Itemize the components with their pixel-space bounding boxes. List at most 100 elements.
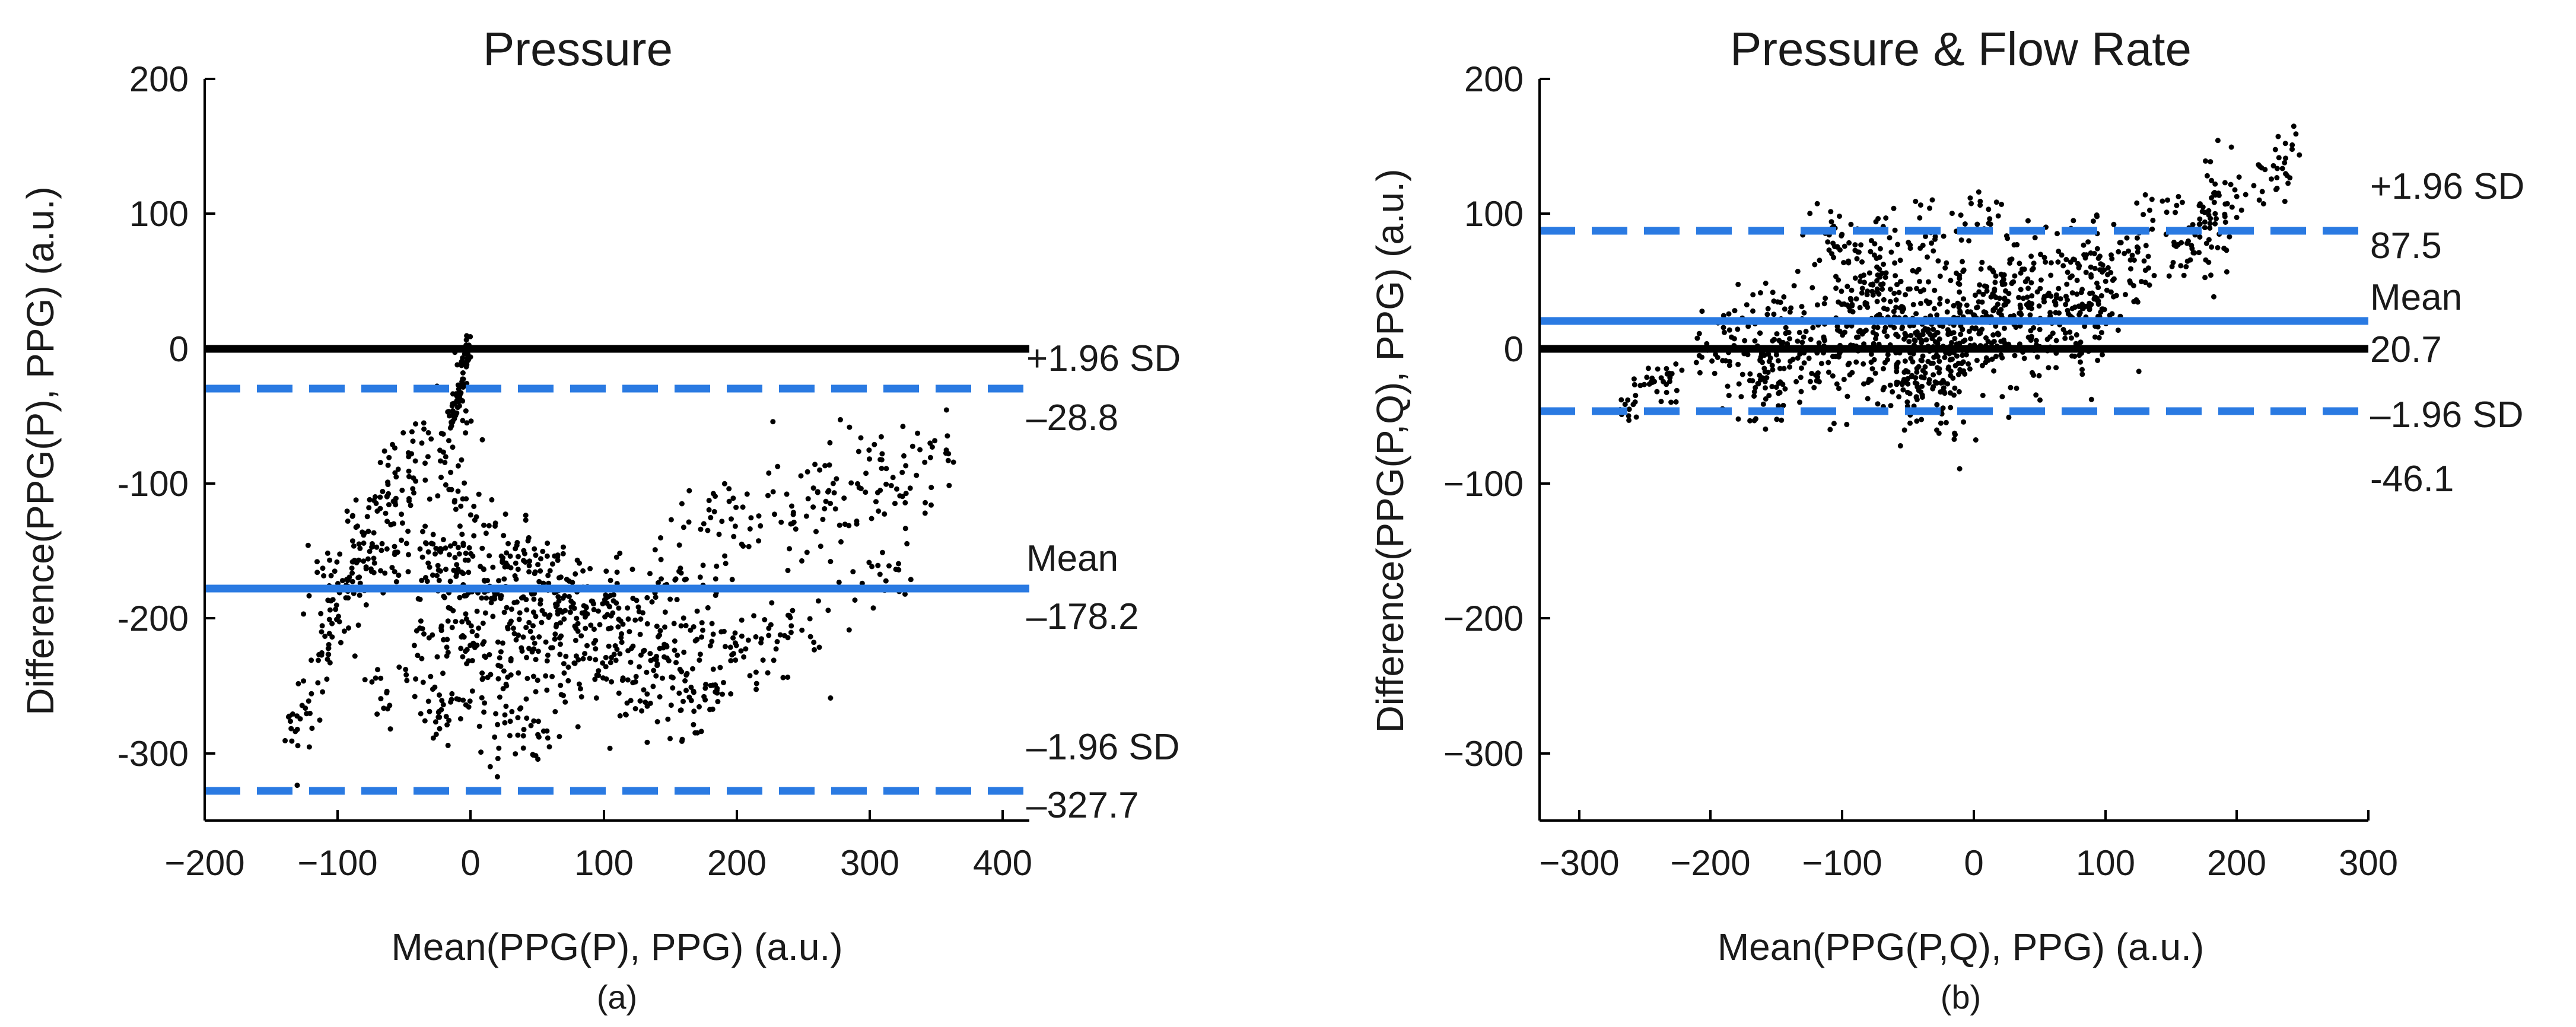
data-point xyxy=(2020,295,2026,301)
data-point xyxy=(816,644,822,650)
data-point xyxy=(721,481,727,487)
data-point xyxy=(2184,240,2190,246)
data-point xyxy=(1875,401,1881,407)
data-point xyxy=(2100,352,2105,358)
data-point xyxy=(326,642,332,647)
data-point xyxy=(2065,269,2071,275)
data-point xyxy=(1961,296,1967,302)
data-point xyxy=(2016,294,2022,300)
data-point xyxy=(667,596,673,602)
data-point xyxy=(501,576,507,582)
data-point xyxy=(616,605,622,611)
data-point xyxy=(686,519,692,525)
data-point xyxy=(1738,394,1744,400)
data-point xyxy=(427,496,432,502)
data-point xyxy=(511,631,517,637)
data-point xyxy=(1930,360,1936,366)
data-point xyxy=(1945,332,1951,338)
data-point xyxy=(444,644,450,650)
data-point xyxy=(1760,401,1766,407)
data-point xyxy=(697,574,703,580)
data-point xyxy=(1844,393,1850,399)
panel-a-upper-loa-value: –28.8 xyxy=(1026,398,1118,438)
data-point xyxy=(341,628,347,634)
data-point xyxy=(1866,270,1872,276)
data-point xyxy=(1947,390,1953,396)
data-point xyxy=(555,552,561,558)
data-point xyxy=(855,481,860,487)
data-point xyxy=(2063,301,2069,307)
data-point xyxy=(538,568,543,574)
data-point xyxy=(2052,298,2057,304)
data-point xyxy=(542,611,548,617)
data-point xyxy=(907,485,913,491)
data-point xyxy=(1722,329,1727,335)
data-point xyxy=(442,460,448,465)
data-point xyxy=(2071,256,2076,262)
data-point xyxy=(731,533,737,539)
data-point xyxy=(1917,215,1923,221)
data-point xyxy=(1977,198,1983,204)
data-point xyxy=(2048,260,2054,266)
data-point xyxy=(2270,163,2276,168)
data-point xyxy=(2008,384,2014,390)
data-point xyxy=(399,487,405,493)
data-point xyxy=(657,632,663,638)
data-point xyxy=(479,695,485,701)
data-point xyxy=(2092,334,2098,340)
data-point xyxy=(608,660,613,666)
data-point xyxy=(901,453,907,459)
data-point xyxy=(1896,290,1902,295)
data-point xyxy=(1904,399,1910,405)
data-point xyxy=(566,594,572,599)
data-point xyxy=(577,686,583,692)
data-point xyxy=(574,557,580,563)
data-point xyxy=(1884,333,1890,339)
data-point xyxy=(2212,192,2218,198)
data-point xyxy=(1633,414,1639,420)
data-point xyxy=(433,732,439,737)
data-point xyxy=(1857,304,1863,310)
panel-a-upper-loa-name: +1.96 SD xyxy=(1026,338,1181,379)
data-point xyxy=(1720,313,1726,319)
data-point xyxy=(463,702,469,708)
data-point xyxy=(820,517,826,522)
data-point xyxy=(643,699,648,705)
data-point xyxy=(557,651,563,657)
data-point xyxy=(549,673,555,679)
data-point xyxy=(847,424,853,430)
data-point xyxy=(1976,331,1982,336)
data-point xyxy=(698,526,704,532)
data-point xyxy=(437,726,443,732)
data-point xyxy=(836,579,842,585)
data-point xyxy=(410,438,416,444)
data-point xyxy=(338,640,344,646)
data-point xyxy=(1906,339,1912,345)
data-point xyxy=(705,527,711,533)
data-point xyxy=(768,622,774,628)
data-point xyxy=(637,631,643,637)
data-point xyxy=(2206,237,2212,243)
data-point xyxy=(2108,270,2114,275)
data-point xyxy=(2073,332,2079,338)
data-point xyxy=(460,654,466,660)
data-point xyxy=(452,555,458,561)
data-point xyxy=(367,497,373,503)
data-point xyxy=(1932,379,1938,385)
panel-b-lower-loa-value: -46.1 xyxy=(2370,459,2454,500)
data-point xyxy=(594,672,600,678)
data-point xyxy=(732,630,738,636)
data-point xyxy=(520,733,526,739)
data-point xyxy=(1696,330,1702,336)
data-point xyxy=(804,469,810,475)
data-point xyxy=(894,486,899,492)
data-point xyxy=(658,535,663,540)
data-point xyxy=(2028,280,2034,286)
data-point xyxy=(382,570,388,576)
data-point xyxy=(573,638,578,643)
data-point xyxy=(2208,272,2214,278)
panel-b-x-ticks xyxy=(1578,810,2370,821)
data-point xyxy=(1725,383,1731,389)
data-point xyxy=(726,486,732,492)
data-point xyxy=(2126,248,2132,254)
